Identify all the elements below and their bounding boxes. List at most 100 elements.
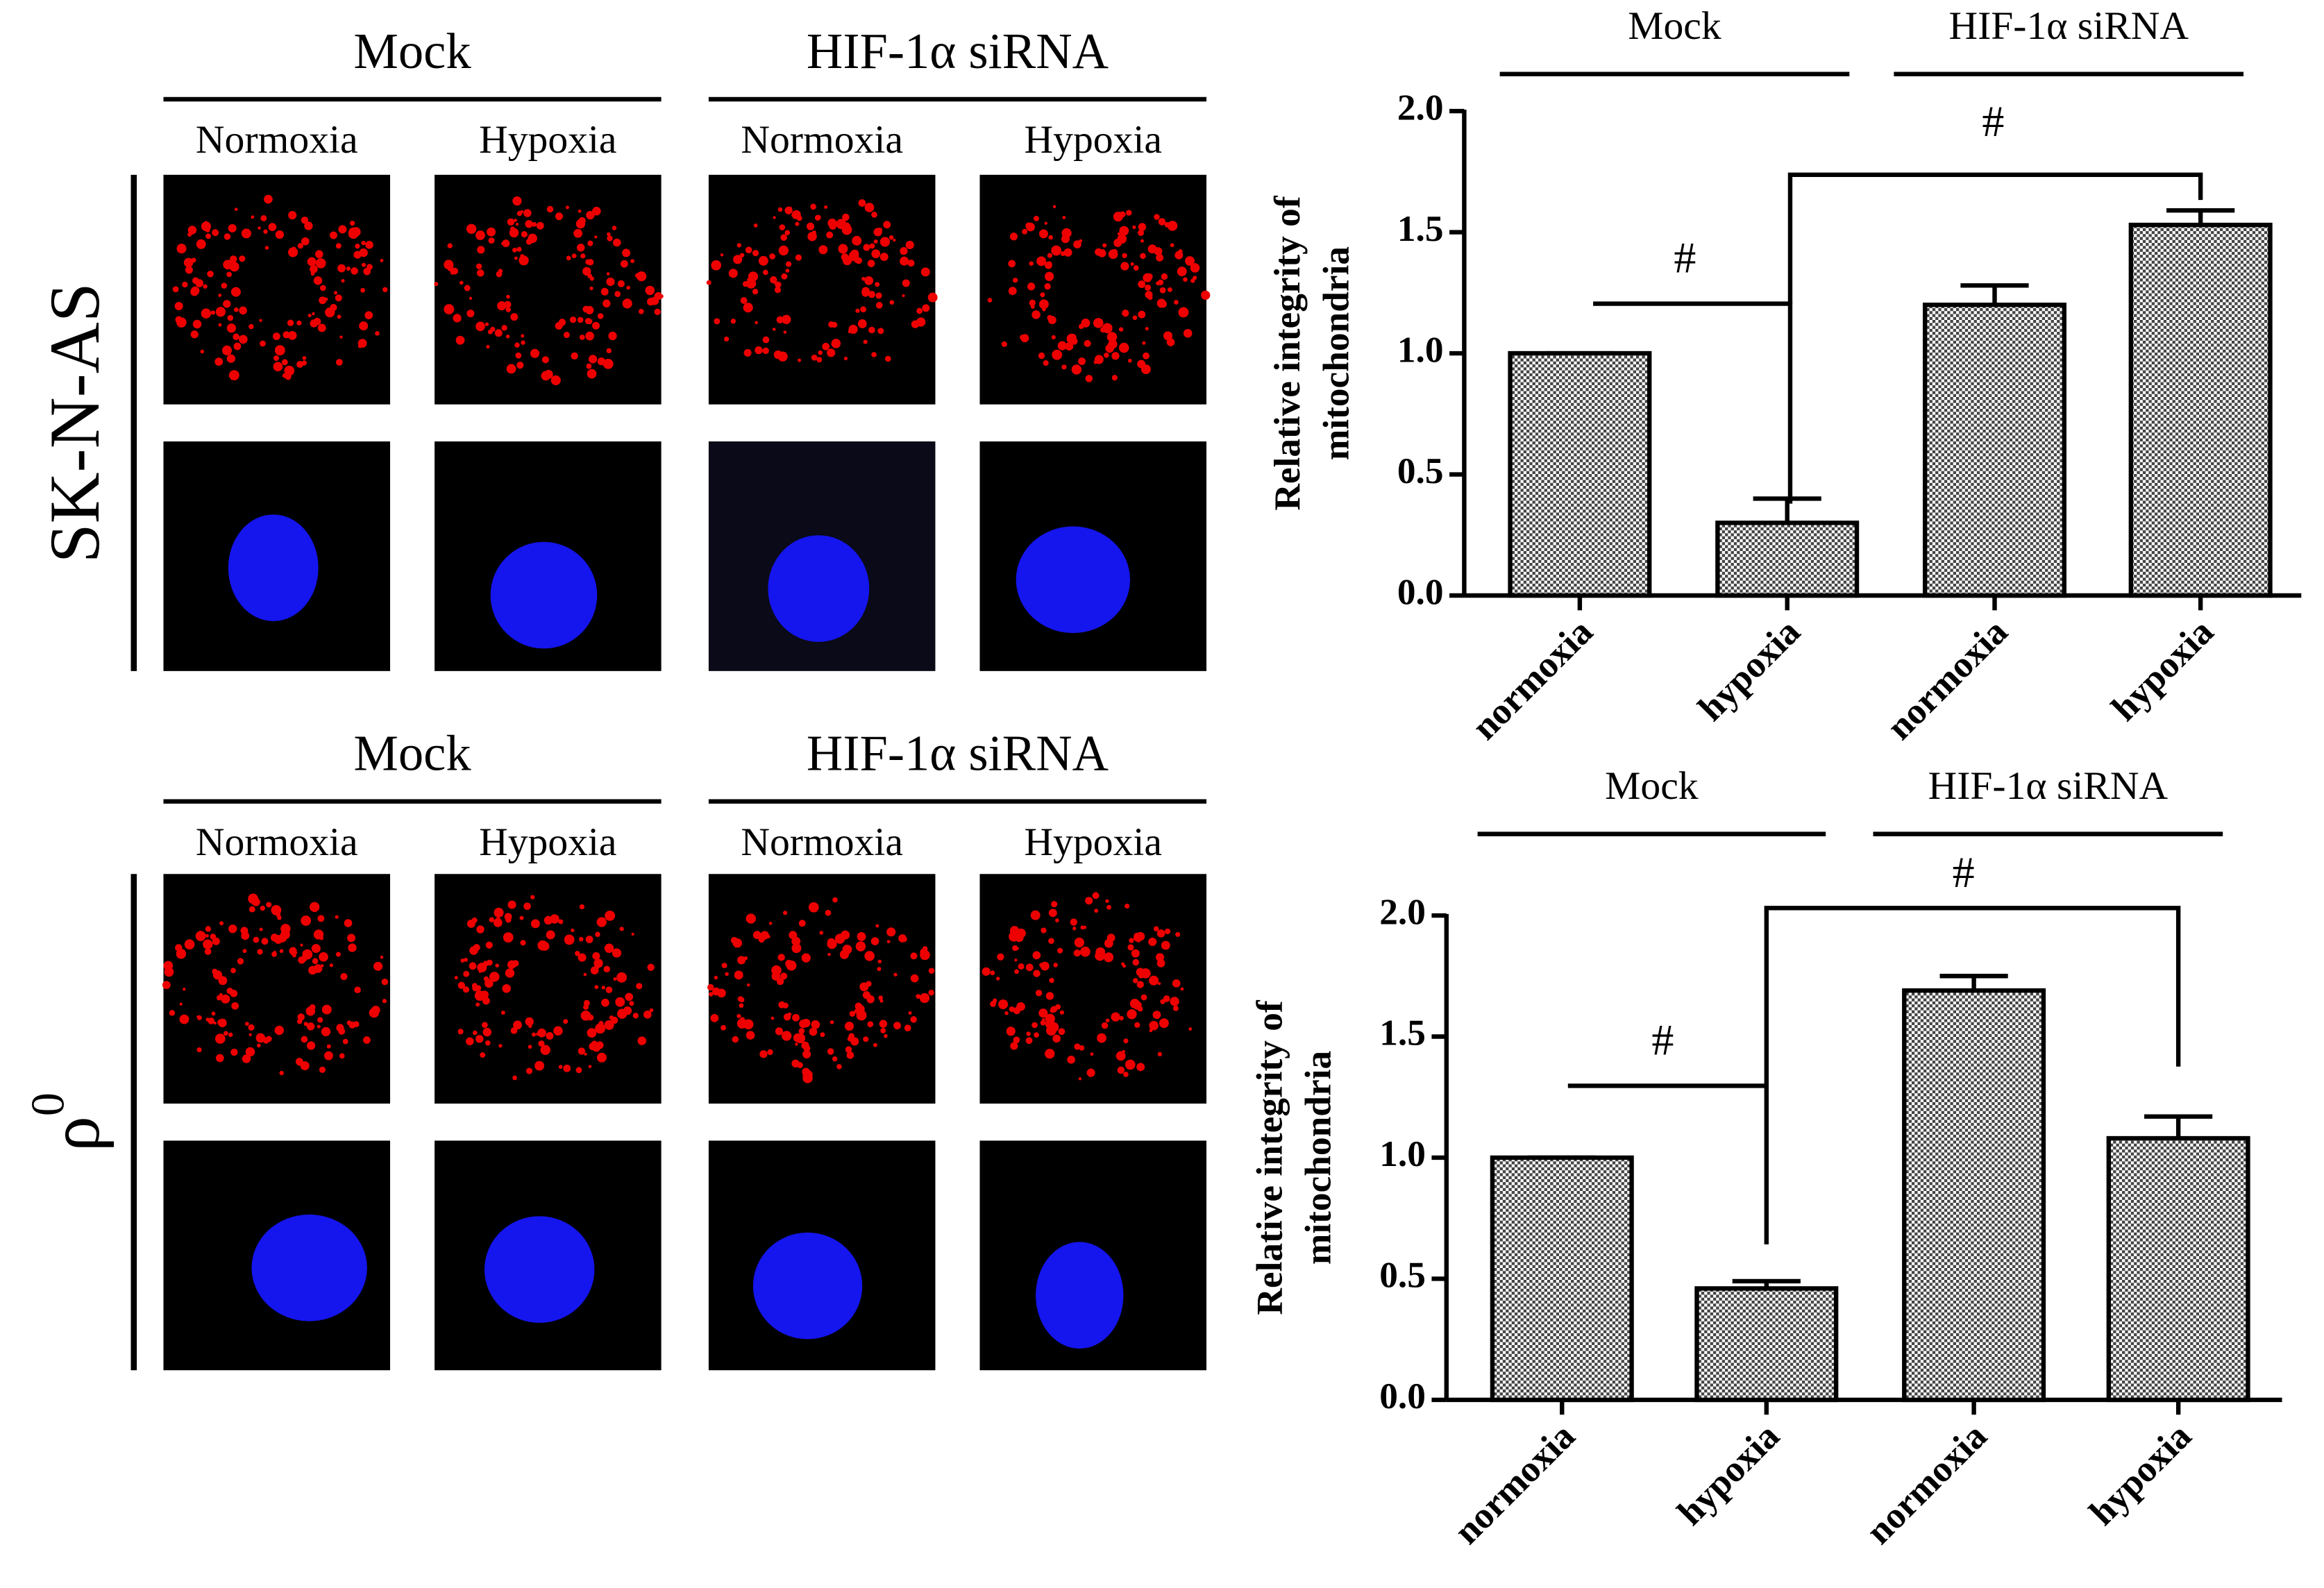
- mito-speck: [1025, 963, 1034, 972]
- y-tick-label: 2.0: [1397, 86, 1444, 128]
- mito-speck: [856, 1010, 867, 1021]
- mito-speck: [463, 970, 470, 977]
- mito-speck: [857, 319, 867, 328]
- mito-speck: [836, 1064, 842, 1070]
- mito-speck: [264, 246, 269, 250]
- mito-speck: [521, 340, 525, 345]
- mito-speck: [1103, 952, 1114, 963]
- mito-speck: [192, 277, 199, 285]
- mito-speck: [798, 1028, 805, 1034]
- mito-speck: [1145, 284, 1152, 292]
- mito-speck: [550, 375, 561, 386]
- mito-speck: [506, 294, 510, 299]
- mito-speck: [831, 339, 841, 348]
- mito-speck: [1071, 364, 1082, 375]
- mito-speck: [1027, 282, 1036, 291]
- mito-speck: [457, 981, 465, 989]
- mito-speck: [1034, 1032, 1040, 1038]
- nucleus: [768, 535, 870, 642]
- mito-speck: [530, 348, 540, 358]
- mito-speck: [855, 941, 866, 952]
- mito-speck: [825, 909, 832, 916]
- mito-speck: [755, 346, 763, 355]
- mito-speck: [261, 938, 269, 945]
- mito-speck: [580, 1010, 591, 1021]
- mito-speck: [576, 244, 585, 252]
- mito-speck: [480, 1052, 486, 1058]
- mito-speck: [571, 928, 575, 933]
- y-tick-label: 0.0: [1379, 1375, 1426, 1417]
- mito-speck: [818, 350, 823, 355]
- mito-speck: [1156, 298, 1166, 308]
- mito-speck: [721, 963, 727, 968]
- mito-speck: [469, 296, 473, 300]
- mito-speck: [375, 330, 380, 336]
- bar: [1694, 1286, 1839, 1403]
- mito-speck: [795, 254, 802, 261]
- mito-speck: [1125, 1059, 1136, 1070]
- mito-speck: [814, 214, 821, 221]
- mito-speck: [237, 958, 244, 965]
- mito-speck: [475, 263, 482, 270]
- mito-speck: [1102, 323, 1113, 334]
- mito-speck: [546, 205, 554, 213]
- mito-speck: [1118, 327, 1124, 332]
- mito-speck: [335, 915, 339, 919]
- mito-speck: [1167, 287, 1172, 292]
- mito-speck: [1140, 239, 1144, 243]
- mito-speck: [1117, 234, 1127, 244]
- mito-speck: [801, 953, 811, 963]
- mito-speck: [848, 324, 858, 335]
- mito-speck: [300, 943, 303, 947]
- mito-speck: [774, 287, 782, 294]
- mito-speck: [990, 970, 995, 976]
- mito-speck: [301, 915, 312, 926]
- mito-speck: [1142, 341, 1146, 345]
- mito-speck: [1086, 1068, 1095, 1077]
- mito-speck: [253, 936, 260, 943]
- mito-speck: [510, 313, 519, 321]
- mito-speck: [485, 941, 493, 949]
- mito-speck: [1132, 978, 1138, 983]
- mito-speck: [775, 1027, 784, 1036]
- mito-speck: [274, 345, 285, 356]
- mito-speck: [1097, 1033, 1106, 1043]
- mito-speck: [203, 939, 213, 949]
- mito-speck: [485, 1040, 491, 1046]
- mito-speck: [1040, 230, 1046, 236]
- mito-speck: [310, 264, 318, 273]
- mito-speck: [928, 990, 934, 996]
- mito-speck: [525, 220, 533, 228]
- mito-speck: [464, 957, 469, 962]
- mito-speck: [251, 215, 255, 219]
- mito-speck: [739, 1003, 744, 1008]
- mito-speck: [802, 1050, 811, 1058]
- mito-speck: [622, 298, 632, 309]
- mito-speck: [450, 270, 455, 275]
- mito-speck: [1049, 977, 1054, 983]
- mito-speck: [1158, 218, 1166, 226]
- mito-speck: [224, 233, 231, 240]
- mito-speck: [308, 313, 312, 318]
- mito-speck: [1163, 331, 1173, 341]
- mito-speck: [1127, 1011, 1132, 1016]
- mito-speck: [260, 340, 266, 347]
- mito-speck: [1170, 997, 1179, 1006]
- mito-speck: [769, 253, 776, 260]
- mito-speck: [569, 316, 577, 323]
- mito-speck: [226, 354, 235, 363]
- mito-speck: [364, 311, 373, 320]
- mito-speck: [541, 371, 551, 381]
- mito-speck: [264, 194, 273, 204]
- mito-speck: [721, 1024, 727, 1031]
- mito-speck: [1072, 927, 1077, 931]
- mito-speck: [1052, 205, 1056, 209]
- mito-speck: [734, 970, 743, 980]
- mito-speck: [333, 291, 338, 295]
- mito-speck: [583, 999, 590, 1006]
- mito-speck: [781, 273, 788, 280]
- mito-speck: [218, 323, 222, 327]
- mito-speck: [586, 210, 595, 220]
- mito-speck: [587, 369, 597, 379]
- mito-speck: [1163, 995, 1170, 1002]
